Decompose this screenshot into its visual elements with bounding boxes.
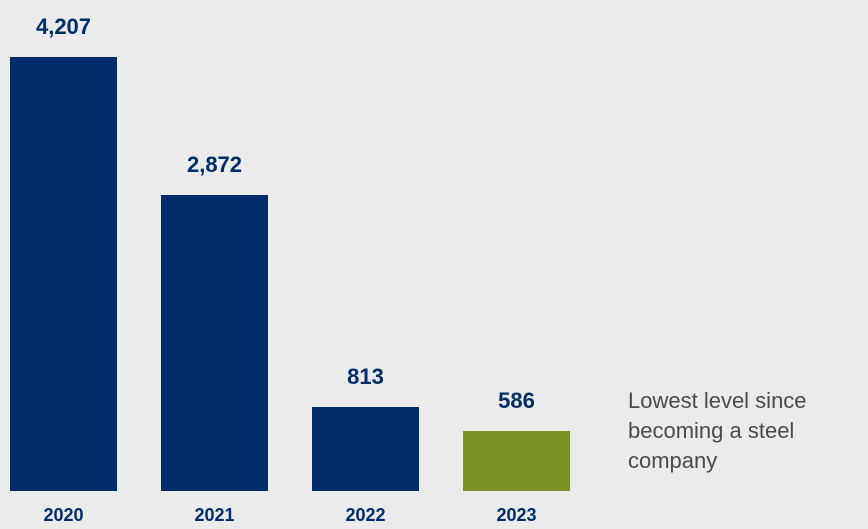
bar-2022 bbox=[312, 407, 419, 491]
value-label-2023: 586 bbox=[498, 388, 535, 413]
x-tick-label-2020: 2020 bbox=[43, 505, 83, 525]
value-label-2021: 2,872 bbox=[187, 152, 242, 177]
bar-2021 bbox=[161, 195, 268, 491]
bar-2023 bbox=[463, 431, 570, 491]
x-tick-label-2023: 2023 bbox=[496, 505, 536, 525]
bar-2020 bbox=[10, 57, 117, 491]
x-tick-label-2022: 2022 bbox=[345, 505, 385, 525]
x-tick-label-2021: 2021 bbox=[194, 505, 234, 525]
value-label-2022: 813 bbox=[347, 364, 384, 389]
value-label-2020: 4,207 bbox=[36, 14, 91, 39]
annotation-text: Lowest level since becoming a steel comp… bbox=[628, 388, 807, 473]
